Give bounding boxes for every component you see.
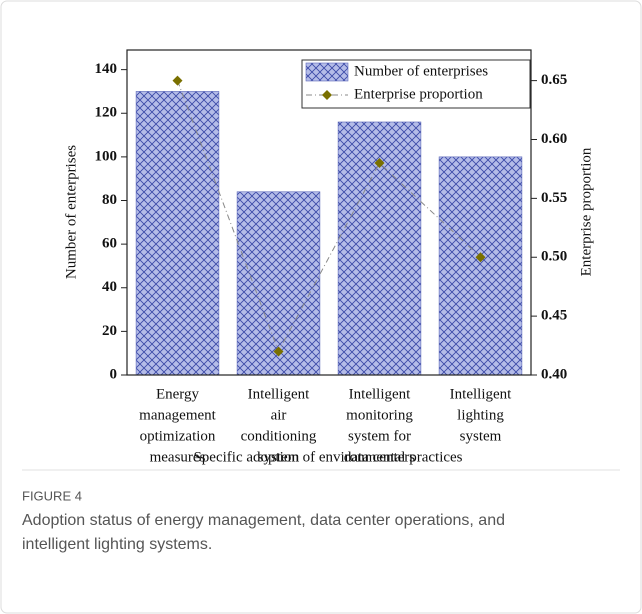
x-tick-label: optimization — [140, 428, 216, 444]
bar — [236, 191, 321, 376]
y-tick-label: 100 — [95, 148, 118, 164]
legend-label: Enterprise proportion — [354, 86, 483, 102]
y2-tick-label: 0.45 — [541, 308, 567, 324]
y-tick-label: 80 — [102, 192, 117, 208]
y-tick-label: 0 — [110, 366, 118, 382]
bar — [438, 156, 523, 376]
line — [177, 80, 481, 353]
y-tick-label: 40 — [102, 279, 117, 295]
bar — [135, 91, 220, 376]
figure-label: FIGURE 4 — [22, 488, 82, 503]
y-tick-label: 140 — [95, 61, 118, 77]
legend-marker — [322, 90, 332, 100]
x-tick-label: monitoring — [346, 407, 413, 423]
legend-label: Number of enterprises — [354, 63, 488, 79]
x-tick-label: measures — [150, 449, 206, 465]
y2-tick-label: 0.50 — [541, 249, 567, 265]
caption-line: Adoption status of energy management, da… — [22, 512, 505, 529]
x-tick-label: conditioning — [241, 428, 317, 444]
y2-tick-label: 0.40 — [541, 366, 567, 382]
y-tick-label: 120 — [95, 105, 118, 121]
y2-tick-label: 0.55 — [541, 190, 567, 206]
y2-axis-label: Enterprise proportion — [578, 147, 594, 276]
x-tick-label: system for — [348, 428, 411, 444]
x-tick-label: system — [258, 449, 300, 465]
x-tick-label: Intelligent — [450, 386, 512, 402]
plot-frame — [126, 49, 532, 376]
x-tick-label: Energy — [156, 386, 200, 402]
marker — [172, 75, 183, 86]
x-tick-label: air — [271, 407, 287, 423]
marker — [475, 252, 486, 263]
y-tick-label: 60 — [102, 236, 117, 252]
marker — [374, 158, 385, 169]
x-tick-label: system — [460, 428, 502, 444]
x-tick-label: Intelligent — [349, 386, 411, 402]
x-tick-label: Intelligent — [248, 386, 310, 402]
y-tick-label: 20 — [102, 323, 117, 339]
x-tick-label: lighting — [457, 407, 504, 423]
y2-tick-label: 0.65 — [541, 72, 567, 88]
y-axis-label: Number of enterprises — [63, 145, 79, 279]
caption-line: intelligent lighting systems. — [22, 536, 212, 553]
y2-tick-label: 0.60 — [541, 131, 567, 147]
x-axis-label: Specific adoption of environmental pract… — [193, 449, 462, 465]
marker — [273, 346, 284, 357]
x-tick-label: management — [139, 407, 216, 423]
x-tick-label: data centers — [344, 449, 415, 465]
legend-swatch — [305, 62, 349, 82]
